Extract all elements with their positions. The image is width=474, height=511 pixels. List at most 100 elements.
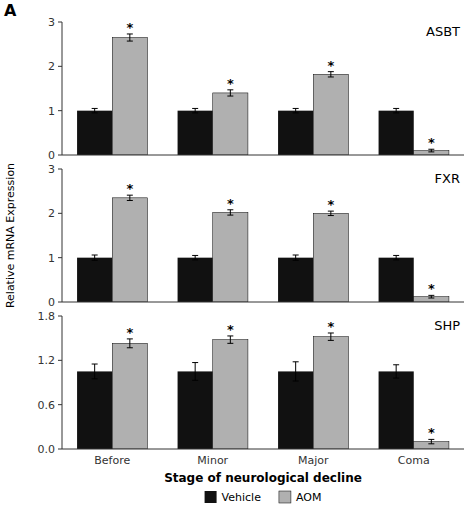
significance-star: * <box>126 325 133 340</box>
bar <box>77 258 112 302</box>
bar <box>112 198 147 302</box>
significance-star: * <box>227 76 234 91</box>
y-tick-label: 1.2 <box>38 354 56 367</box>
error-bar <box>293 255 299 260</box>
error-bar <box>127 34 133 41</box>
y-tick <box>58 404 62 405</box>
y-tick-label: 1 <box>48 105 55 118</box>
y-tick-label: 1.8 <box>38 310 56 323</box>
x-axis-line <box>62 155 464 156</box>
y-tick <box>58 449 62 450</box>
error-bar <box>92 255 98 260</box>
bar <box>379 258 414 302</box>
y-axis-label: Relative mRNA Expression <box>4 163 17 308</box>
y-tick <box>58 316 62 317</box>
y-tick-label: 3 <box>48 16 55 29</box>
significance-star: * <box>428 281 435 296</box>
bar <box>178 371 213 449</box>
error-bar <box>192 108 198 112</box>
error-bar <box>127 339 133 348</box>
bar <box>77 371 112 449</box>
error-bar <box>192 363 198 381</box>
legend-swatch <box>279 491 291 503</box>
x-tick-label: Before <box>94 454 130 467</box>
y-tick-label: 0 <box>48 296 55 309</box>
y-tick <box>58 257 62 258</box>
y-tick <box>58 66 62 67</box>
y-tick <box>58 360 62 361</box>
error-bar <box>328 333 334 340</box>
bar <box>379 371 414 449</box>
y-tick <box>58 213 62 214</box>
x-axis-line <box>62 449 464 450</box>
error-bar <box>192 255 198 259</box>
figure: ****0123ASBT****0123FXR****0.00.61.21.8B… <box>0 0 474 511</box>
x-tick-label: Major <box>298 454 329 467</box>
bar <box>213 212 248 302</box>
y-tick-label: 0.6 <box>38 399 56 412</box>
panel: ****0123ASBT <box>48 16 464 162</box>
legend-swatch <box>205 491 217 503</box>
error-bar <box>393 255 399 259</box>
y-tick-label: 0 <box>48 149 55 162</box>
bar <box>178 258 213 302</box>
legend-label: Vehicle <box>222 491 262 504</box>
error-bar <box>227 336 233 343</box>
legend-label: AOM <box>296 491 321 504</box>
bar <box>112 38 147 155</box>
bar <box>213 93 248 155</box>
bar <box>213 340 248 449</box>
bar <box>77 111 112 155</box>
error-bar <box>92 108 98 112</box>
significance-star: * <box>126 181 133 196</box>
panel-title: FXR <box>435 171 460 186</box>
y-tick-label: 0.0 <box>38 443 56 456</box>
bars <box>77 333 449 449</box>
bar <box>278 258 313 302</box>
y-tick-label: 2 <box>48 207 55 220</box>
bar <box>313 213 348 302</box>
x-tick-label: Coma <box>398 454 430 467</box>
bar <box>313 337 348 449</box>
y-tick-label: 3 <box>48 163 55 176</box>
x-tick-label: Minor <box>197 454 228 467</box>
y-axis-line <box>62 22 63 155</box>
bars <box>77 34 449 155</box>
y-tick <box>58 22 62 23</box>
y-tick <box>58 155 62 156</box>
significance-star: * <box>227 322 234 337</box>
y-tick-label: 1 <box>48 252 55 265</box>
y-tick <box>58 169 62 170</box>
y-axis-line <box>62 169 63 302</box>
x-axis-label: Stage of neurological decline <box>164 471 362 485</box>
bar <box>313 74 348 155</box>
significance-star: * <box>227 196 234 211</box>
significance-star: * <box>327 319 334 334</box>
bar <box>278 111 313 155</box>
panel: * * * * 0 1 2 3 FXR <box>48 163 464 309</box>
bar <box>178 111 213 155</box>
panel: * * * * 0.0 0.6 1.2 1.8 Before Minor Major Coma SHP <box>38 310 465 467</box>
significance-star: * <box>126 20 133 35</box>
error-bar <box>393 365 399 378</box>
error-bar <box>393 108 399 112</box>
significance-star: * <box>428 425 435 440</box>
significance-star: * <box>327 197 334 212</box>
bars <box>77 195 449 302</box>
bar <box>112 343 147 449</box>
legend: Vehicle AOM <box>205 491 322 504</box>
error-bar <box>293 108 299 112</box>
error-bar <box>293 362 299 381</box>
y-tick <box>58 302 62 303</box>
bar <box>379 111 414 155</box>
y-axis-line <box>62 316 63 449</box>
x-axis-line <box>62 302 464 303</box>
y-tick <box>58 110 62 111</box>
y-tick-label: 2 <box>48 60 55 73</box>
error-bar <box>92 364 98 379</box>
bar <box>278 371 313 449</box>
panel-title: SHP <box>434 318 460 333</box>
significance-star: * <box>428 135 435 150</box>
significance-star: * <box>327 58 334 73</box>
panel-label: A <box>4 1 17 20</box>
